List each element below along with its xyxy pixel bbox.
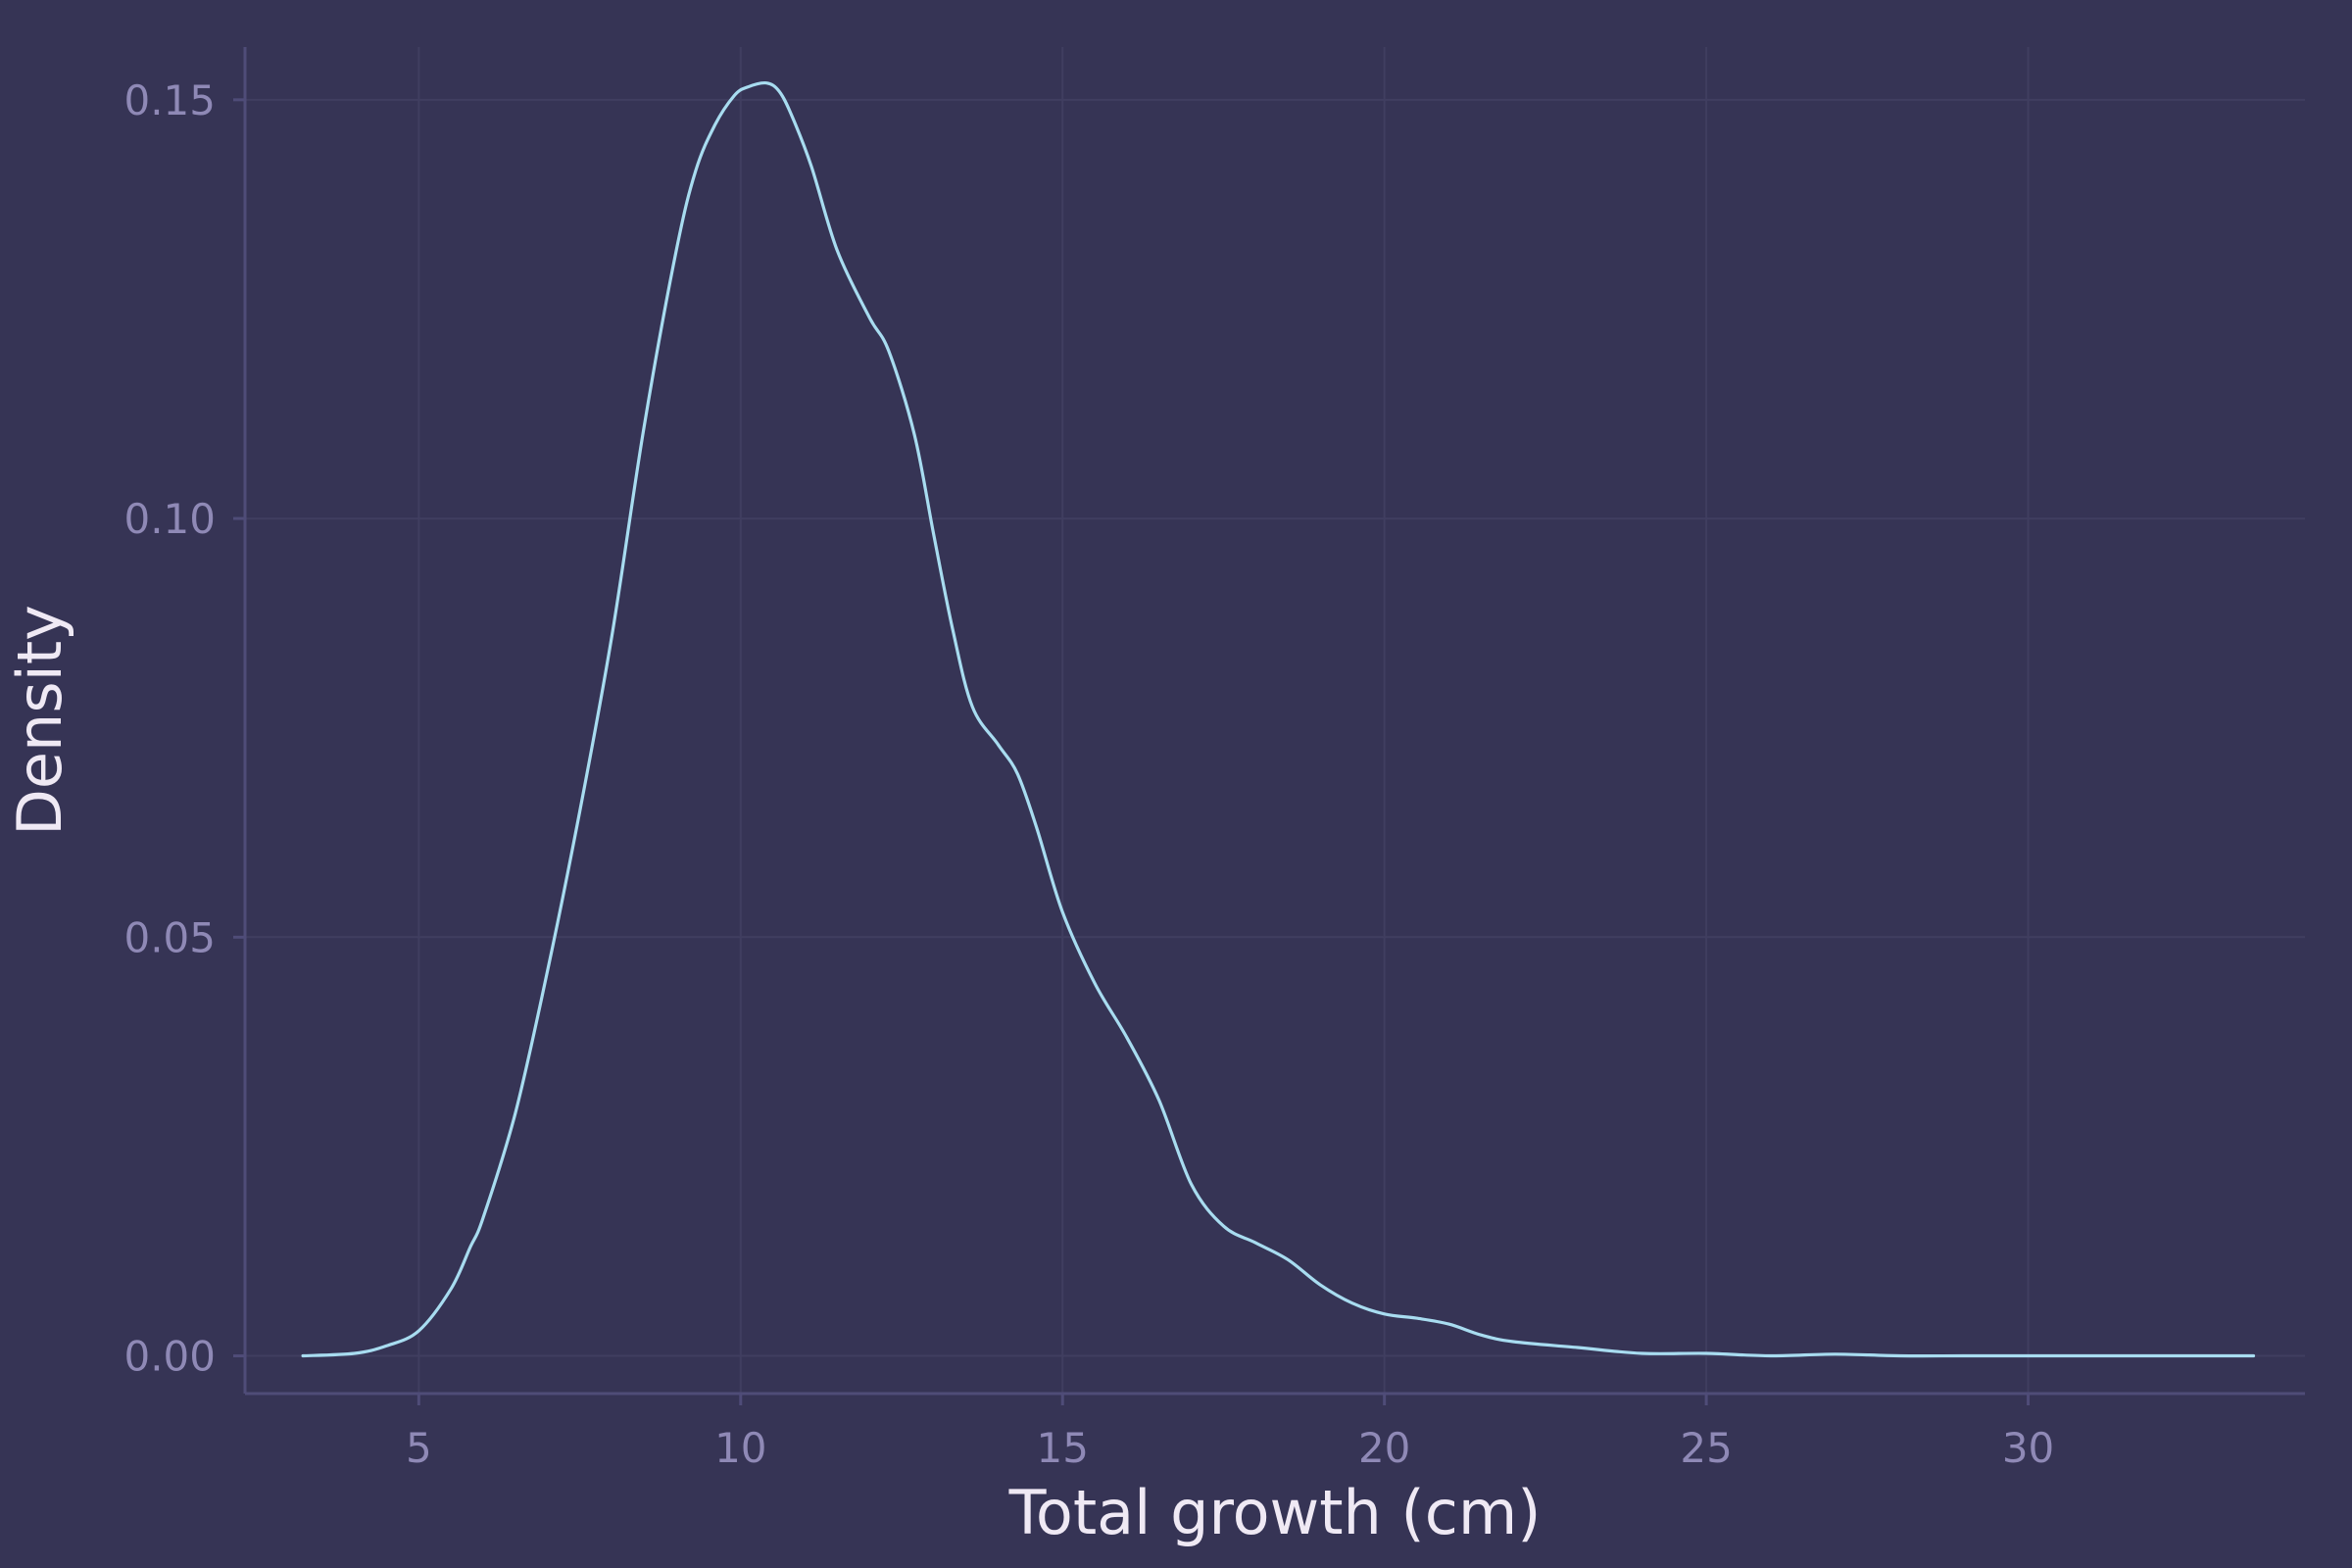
y-tick-label-0.15: 0.15 — [123, 76, 216, 124]
x-tick-label-30: 30 — [2002, 1424, 2054, 1472]
x-tick-label-5: 5 — [406, 1424, 432, 1472]
y-tick-label-0.00: 0.00 — [123, 1333, 216, 1381]
x-axis-title: Total growth (cm) — [1008, 1477, 1542, 1548]
y-tick-label-0.05: 0.05 — [123, 913, 216, 961]
x-tick-label-15: 15 — [1037, 1424, 1089, 1472]
y-axis-title: Density — [4, 605, 75, 836]
density-curve-line — [301, 80, 2256, 1358]
axes — [243, 47, 2305, 1396]
x-tick-label-10: 10 — [714, 1424, 766, 1472]
y-tick-label-0.10: 0.10 — [123, 495, 216, 543]
x-tick-label-25: 25 — [1680, 1424, 1732, 1472]
series — [301, 80, 2256, 1358]
grid-lines — [245, 47, 2305, 1394]
x-tick-label-20: 20 — [1358, 1424, 1410, 1472]
ticks: 5 10 15 20 25 30 0.00 0.05 0.10 0.15 — [123, 76, 2054, 1472]
